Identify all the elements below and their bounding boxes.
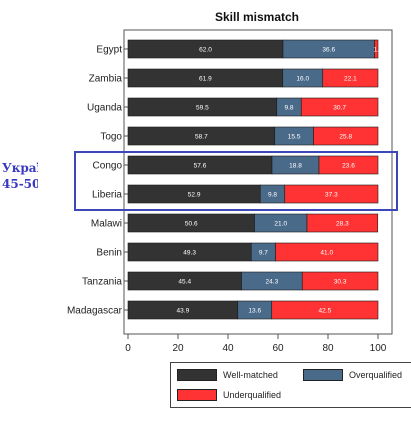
data-label-well-matched-zambia: 61.9 bbox=[199, 76, 212, 83]
data-label-underqualified-egypt: 1. bbox=[374, 47, 380, 54]
chart-panel: Skill mismatch Egypt 62.0 36.6 1. Zambia 61.9… bbox=[38, 0, 411, 416]
category-label-madagascar: Madagascar bbox=[67, 306, 123, 317]
bar-chart: Skill mismatch Egypt 62.0 36.6 1. Zambia 61.9… bbox=[67, 10, 393, 354]
legend-label-overqualified: Overqualified bbox=[349, 370, 403, 380]
bar-underqualified-togo bbox=[313, 126, 379, 146]
data-label-underqualified-zambia: 22.1 bbox=[344, 76, 357, 83]
category-label-benin: Benin bbox=[96, 248, 122, 259]
data-label-well-matched-benin: 49.3 bbox=[183, 250, 196, 257]
data-label-underqualified-togo: 25.8 bbox=[339, 134, 352, 141]
data-label-overqualified-togo: 15.5 bbox=[288, 134, 301, 141]
category-label-uganda: Uganda bbox=[87, 103, 122, 114]
data-label-overqualified-uganda: 9.8 bbox=[284, 105, 293, 112]
data-label-overqualified-egypt: 36.6 bbox=[322, 47, 335, 54]
bar-underqualified-egypt bbox=[374, 39, 379, 59]
data-label-overqualified-madagascar: 13.6 bbox=[248, 308, 261, 315]
data-label-overqualified-zambia: 16.0 bbox=[296, 76, 309, 83]
category-label-zambia: Zambia bbox=[89, 74, 123, 85]
data-label-well-matched-madagascar: 43.9 bbox=[177, 308, 190, 315]
category-label-tanzania: Tanzania bbox=[82, 277, 122, 288]
chart-title: Skill mismatch bbox=[215, 10, 299, 24]
data-label-well-matched-tanzania: 45.4 bbox=[178, 279, 191, 286]
x-tick-label: 60 bbox=[272, 343, 284, 354]
highlight-box bbox=[74, 151, 398, 211]
legend-item-underqualified: Underqualified bbox=[177, 389, 281, 401]
x-tick-label: 0 bbox=[125, 343, 131, 354]
data-label-overqualified-congo: 18.8 bbox=[289, 163, 302, 170]
bar-underqualified-zambia bbox=[322, 68, 379, 88]
category-label-egypt: Egypt bbox=[96, 45, 122, 56]
data-label-well-matched-uganda: 59.5 bbox=[196, 105, 209, 112]
bar-underqualified-malawi bbox=[306, 213, 379, 233]
data-label-underqualified-tanzania: 30.3 bbox=[334, 279, 347, 286]
data-label-underqualified-madagascar: 42.5 bbox=[319, 308, 332, 315]
bar-underqualified-madagascar bbox=[271, 300, 379, 320]
x-tick-label: 40 bbox=[222, 343, 234, 354]
category-label-togo: Togo bbox=[100, 132, 122, 143]
data-label-underqualified-liberia: 37.3 bbox=[325, 192, 338, 199]
data-label-overqualified-malawi: 21.0 bbox=[274, 221, 287, 228]
bar-underqualified-liberia bbox=[284, 184, 379, 204]
bar-underqualified-tanzania bbox=[301, 271, 379, 291]
category-label-malawi: Malawi bbox=[91, 219, 122, 230]
x-tick-label: 20 bbox=[172, 343, 184, 354]
legend-label-well-matched: Well-matched bbox=[223, 370, 278, 380]
legend-swatch-overqualified bbox=[303, 369, 343, 381]
bar-underqualified-benin bbox=[275, 242, 379, 262]
x-axis: 0 20 40 60 80 100 bbox=[125, 334, 387, 354]
legend-label-underqualified: Underqualified bbox=[223, 390, 282, 400]
x-tick-label: 80 bbox=[322, 343, 334, 354]
legend-item-well-matched: Well-matched bbox=[177, 369, 278, 381]
category-label-liberia: Liberia bbox=[92, 190, 122, 201]
plot-area bbox=[123, 29, 393, 335]
data-label-well-matched-togo: 58.7 bbox=[195, 134, 208, 141]
legend-swatch-well-matched bbox=[177, 369, 217, 381]
data-label-well-matched-congo: 57.6 bbox=[194, 163, 207, 170]
data-label-underqualified-malawi: 28.3 bbox=[336, 221, 349, 228]
data-label-underqualified-uganda: 30.7 bbox=[333, 105, 346, 112]
bar-underqualified-uganda bbox=[300, 97, 379, 117]
legend-item-overqualified: Overqualified bbox=[303, 369, 402, 381]
data-label-overqualified-tanzania: 24.3 bbox=[266, 279, 279, 286]
legend-swatch-underqualified bbox=[177, 389, 217, 401]
data-label-well-matched-malawi: 50.6 bbox=[185, 221, 198, 228]
data-label-overqualified-benin: 9.7 bbox=[259, 250, 268, 257]
legend: Well-matched Overqualified Underqualifie… bbox=[170, 362, 411, 408]
data-label-underqualified-benin: 41.0 bbox=[320, 250, 333, 257]
data-label-well-matched-egypt: 62.0 bbox=[199, 47, 212, 54]
data-label-well-matched-liberia: 52.9 bbox=[188, 192, 201, 199]
x-tick-label: 100 bbox=[370, 343, 387, 354]
data-label-underqualified-congo: 23.6 bbox=[342, 163, 355, 170]
bars-layer: Egypt 62.0 36.6 1. Zambia 61.9 16.0 22.1 Uganda 5… bbox=[67, 39, 380, 320]
category-label-congo: Congo bbox=[93, 161, 123, 172]
bar-underqualified-congo bbox=[318, 155, 379, 175]
data-label-overqualified-liberia: 9.8 bbox=[268, 192, 277, 199]
